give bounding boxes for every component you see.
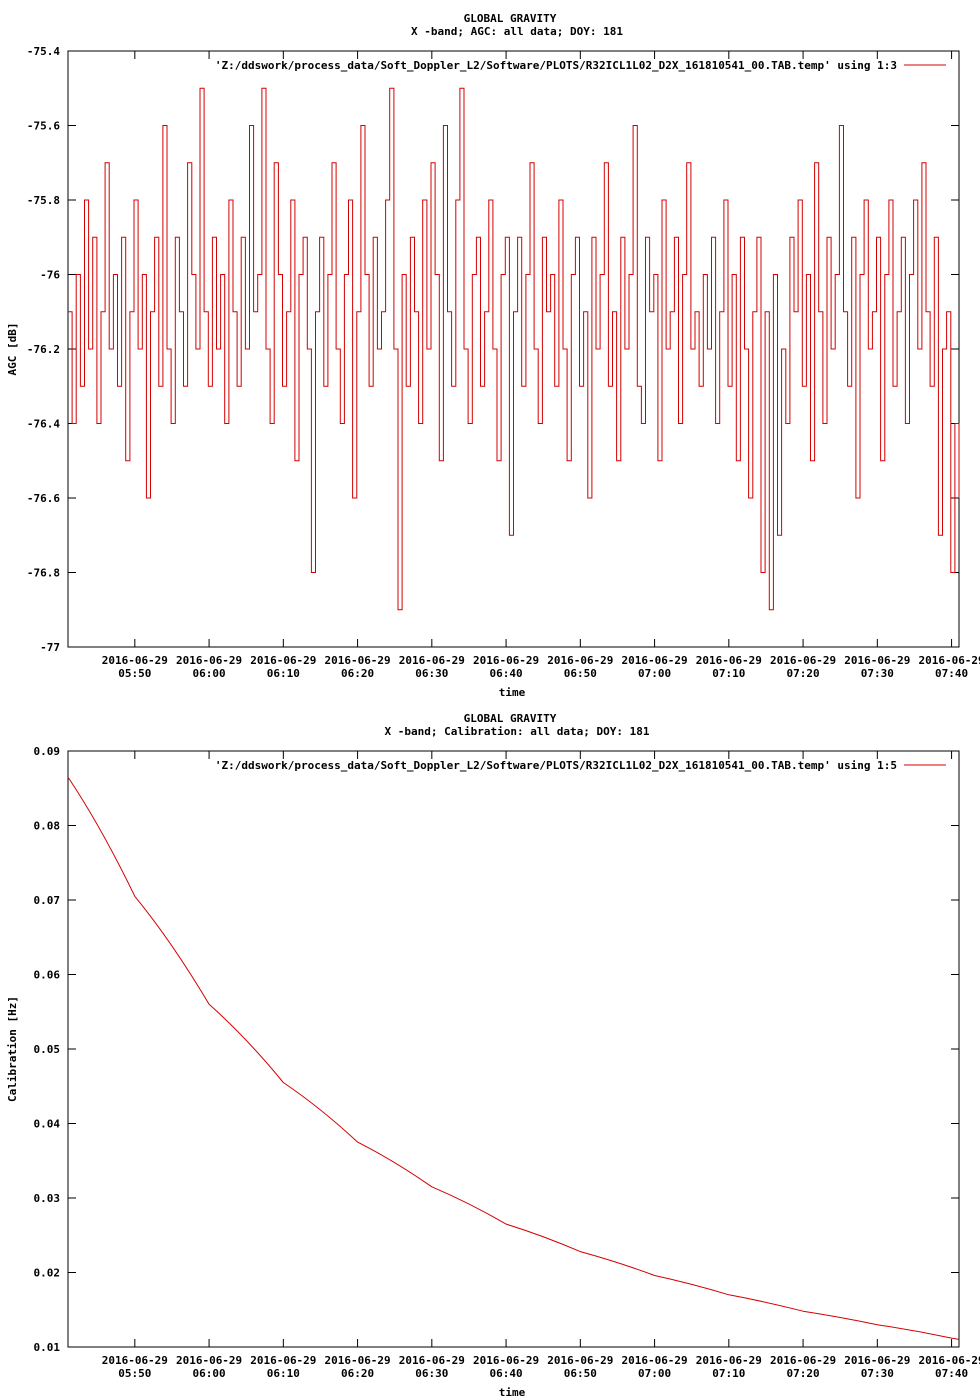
calibration-x-tick-date: 2016-06-29: [324, 1354, 390, 1367]
agc-x-ticks: 2016-06-2905:502016-06-2906:002016-06-29…: [102, 51, 980, 680]
calibration-x-tick-date: 2016-06-29: [844, 1354, 910, 1367]
calibration-x-tick-time: 06:30: [415, 1367, 448, 1380]
agc-series: [68, 87, 960, 611]
agc-x-tick-date: 2016-06-29: [176, 654, 242, 667]
calibration-x-tick-time: 06:20: [341, 1367, 374, 1380]
calibration-x-tick-time: 07:30: [861, 1367, 894, 1380]
agc-x-tick-time: 07:40: [935, 667, 968, 680]
calibration-legend-label: 'Z:/ddswork/process_data/Soft_Doppler_L2…: [215, 759, 897, 772]
calibration-y-tick-label: 0.09: [34, 745, 61, 758]
calibration-y-tick-label: 0.06: [34, 969, 61, 982]
agc-y-tick-label: -76.2: [27, 343, 60, 356]
agc-x-tick-date: 2016-06-29: [547, 654, 613, 667]
calibration-y-axis-label: Calibration [Hz]: [6, 996, 19, 1102]
agc-y-ticks: -75.4 -75.6 -75.8 -76 -76.2 -76.4 -76.6 -76.8 -7…: [27, 45, 959, 654]
calibration-y-tick-label: 0.05: [34, 1043, 61, 1056]
calibration-plot-frame: [67, 750, 960, 1348]
agc-y-tick-label: -75.8: [27, 194, 60, 207]
agc-x-tick-date: 2016-06-29: [770, 654, 836, 667]
calibration-x-axis-label: time: [499, 1386, 526, 1399]
calibration-x-tick-time: 07:40: [935, 1367, 968, 1380]
calibration-y-tick-label: 0.03: [34, 1192, 61, 1205]
agc-x-tick-time: 06:20: [341, 667, 374, 680]
calibration-x-tick-date: 2016-06-29: [696, 1354, 762, 1367]
agc-x-axis-label: time: [499, 686, 526, 699]
agc-x-tick-time: 06:30: [415, 667, 448, 680]
calibration-x-tick-date: 2016-06-29: [399, 1354, 465, 1367]
calibration-x-tick-date: 2016-06-29: [250, 1354, 316, 1367]
calibration-x-tick-date: 2016-06-29: [176, 1354, 242, 1367]
agc-series-line: [68, 87, 960, 611]
agc-y-tick-label: -76.4: [27, 418, 60, 431]
agc-x-tick-date: 2016-06-29: [324, 654, 390, 667]
calibration-y-ticks: 0.09 0.08 0.07 0.06 0.05 0.04 0.03 0.02 0.01: [34, 745, 959, 1354]
agc-chart-panel: GLOBAL GRAVITY X -band; AGC: all data; D…: [6, 12, 980, 699]
agc-x-tick-date: 2016-06-29: [473, 654, 539, 667]
agc-y-tick-label: -76.6: [27, 492, 60, 505]
calibration-y-tick-label: 0.08: [34, 820, 61, 833]
calibration-x-tick-time: 07:20: [787, 1367, 820, 1380]
calibration-y-tick-label: 0.02: [34, 1267, 61, 1280]
calibration-x-tick-time: 05:50: [118, 1367, 151, 1380]
agc-x-tick-date: 2016-06-29: [918, 654, 980, 667]
agc-y-tick-label: -75.6: [27, 120, 60, 133]
calibration-chart-panel: GLOBAL GRAVITY X -band; Calibration: all…: [6, 712, 980, 1399]
agc-y-tick-label: -76.8: [27, 567, 60, 580]
agc-x-tick-time: 07:30: [861, 667, 894, 680]
calibration-x-tick-time: 07:00: [638, 1367, 671, 1380]
calibration-series-line: [67, 776, 960, 1340]
calibration-chart-title: GLOBAL GRAVITY: [464, 712, 557, 725]
calibration-x-ticks: 2016-06-2905:502016-06-2906:002016-06-29…: [102, 751, 980, 1380]
agc-x-tick-time: 05:50: [118, 667, 151, 680]
agc-chart-title: GLOBAL GRAVITY: [464, 12, 557, 25]
calibration-y-tick-label: 0.07: [34, 894, 61, 907]
calibration-x-tick-time: 07:10: [712, 1367, 745, 1380]
calibration-x-tick-time: 06:00: [193, 1367, 226, 1380]
agc-x-tick-date: 2016-06-29: [399, 654, 465, 667]
agc-legend-label: 'Z:/ddswork/process_data/Soft_Doppler_L2…: [215, 59, 897, 72]
agc-x-tick-time: 06:10: [267, 667, 300, 680]
agc-x-tick-date: 2016-06-29: [102, 654, 168, 667]
calibration-x-tick-date: 2016-06-29: [473, 1354, 539, 1367]
calibration-x-tick-date: 2016-06-29: [102, 1354, 168, 1367]
calibration-x-tick-date: 2016-06-29: [621, 1354, 687, 1367]
calibration-x-tick-date: 2016-06-29: [547, 1354, 613, 1367]
agc-y-tick-label: -75.4: [27, 45, 60, 58]
agc-y-tick-label: -77: [40, 641, 60, 654]
calibration-chart-subtitle: X -band; Calibration: all data; DOY: 181: [385, 725, 650, 738]
agc-x-tick-time: 06:40: [490, 667, 523, 680]
agc-x-tick-time: 07:20: [787, 667, 820, 680]
agc-x-tick-time: 07:10: [712, 667, 745, 680]
agc-x-tick-date: 2016-06-29: [250, 654, 316, 667]
calibration-x-tick-date: 2016-06-29: [918, 1354, 980, 1367]
calibration-x-tick-time: 06:50: [564, 1367, 597, 1380]
agc-y-axis-label: AGC [dB]: [6, 323, 19, 376]
calibration-series: [67, 776, 960, 1340]
agc-x-tick-date: 2016-06-29: [621, 654, 687, 667]
agc-x-tick-time: 07:00: [638, 667, 671, 680]
calibration-y-tick-label: 0.04: [34, 1118, 61, 1131]
agc-chart-subtitle: X -band; AGC: all data; DOY: 181: [411, 25, 623, 38]
calibration-x-tick-time: 06:40: [490, 1367, 523, 1380]
agc-x-tick-date: 2016-06-29: [844, 654, 910, 667]
agc-x-tick-time: 06:00: [193, 667, 226, 680]
calibration-y-tick-label: 0.01: [34, 1341, 61, 1354]
agc-x-tick-date: 2016-06-29: [696, 654, 762, 667]
calibration-x-tick-time: 06:10: [267, 1367, 300, 1380]
agc-y-tick-label: -76: [40, 269, 60, 282]
agc-x-tick-time: 06:50: [564, 667, 597, 680]
calibration-x-tick-date: 2016-06-29: [770, 1354, 836, 1367]
